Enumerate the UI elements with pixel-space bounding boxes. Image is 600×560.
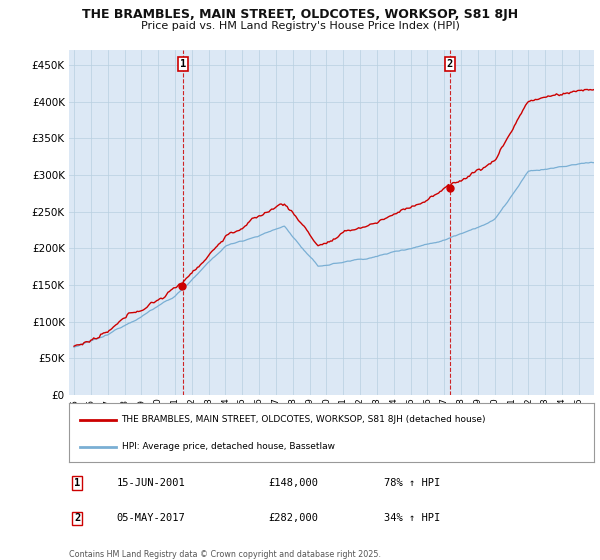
Text: HPI: Average price, detached house, Bassetlaw: HPI: Average price, detached house, Bass… bbox=[121, 442, 335, 451]
Text: Contains HM Land Registry data © Crown copyright and database right 2025.
This d: Contains HM Land Registry data © Crown c… bbox=[69, 550, 381, 560]
Text: £148,000: £148,000 bbox=[269, 478, 319, 488]
Text: 1: 1 bbox=[179, 59, 186, 69]
Text: Price paid vs. HM Land Registry's House Price Index (HPI): Price paid vs. HM Land Registry's House … bbox=[140, 21, 460, 31]
Text: 05-MAY-2017: 05-MAY-2017 bbox=[116, 514, 185, 524]
Text: 34% ↑ HPI: 34% ↑ HPI bbox=[384, 514, 440, 524]
Text: THE BRAMBLES, MAIN STREET, OLDCOTES, WORKSOP, S81 8JH: THE BRAMBLES, MAIN STREET, OLDCOTES, WOR… bbox=[82, 8, 518, 21]
Text: THE BRAMBLES, MAIN STREET, OLDCOTES, WORKSOP, S81 8JH (detached house): THE BRAMBLES, MAIN STREET, OLDCOTES, WOR… bbox=[121, 415, 486, 424]
Text: 2: 2 bbox=[74, 514, 80, 524]
Text: 2: 2 bbox=[447, 59, 453, 69]
Text: 78% ↑ HPI: 78% ↑ HPI bbox=[384, 478, 440, 488]
Text: 1: 1 bbox=[74, 478, 80, 488]
Text: £282,000: £282,000 bbox=[269, 514, 319, 524]
Text: 15-JUN-2001: 15-JUN-2001 bbox=[116, 478, 185, 488]
